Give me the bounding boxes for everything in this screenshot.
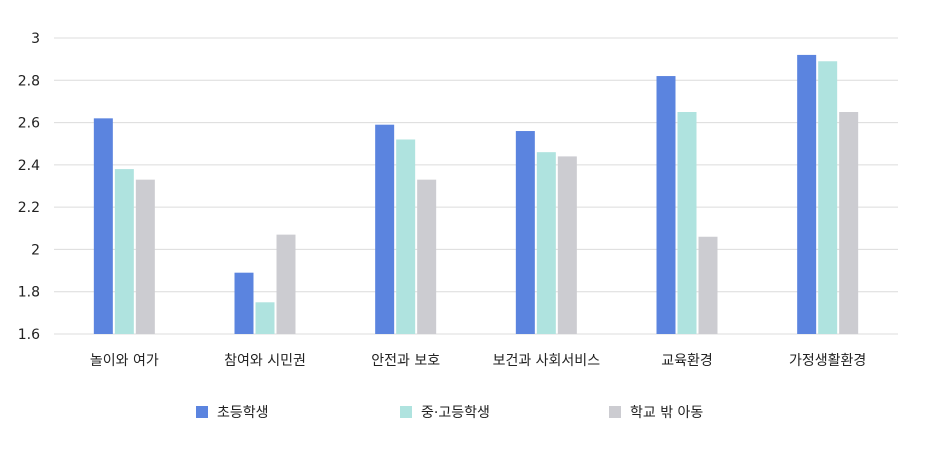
bar[interactable] bbox=[114, 169, 134, 334]
y-axis-ticks: 1.6 1.8 2 2.2 2.4 2.6 2.8 3 bbox=[18, 31, 40, 343]
bar[interactable] bbox=[276, 234, 296, 334]
legend-swatch-elementary bbox=[196, 406, 208, 418]
legend-item-out-of-school[interactable]: 학교 밖 아동 bbox=[609, 400, 703, 424]
bars bbox=[93, 54, 859, 335]
y-tick-label: 1.6 bbox=[18, 327, 40, 343]
bar[interactable] bbox=[375, 124, 395, 334]
bar[interactable] bbox=[677, 112, 697, 334]
bar[interactable] bbox=[255, 302, 275, 334]
legend-label: 초등학생 bbox=[217, 405, 269, 421]
y-tick-label: 3 bbox=[31, 31, 40, 47]
y-tick-label: 2.6 bbox=[18, 116, 40, 132]
x-tick-label: 교육환경 bbox=[661, 353, 713, 369]
x-tick-label: 놀이와 여가 bbox=[90, 353, 159, 369]
y-tick-label: 2.8 bbox=[18, 73, 40, 89]
gridlines bbox=[54, 37, 898, 335]
y-tick-label: 1.8 bbox=[18, 285, 40, 301]
legend-item-secondary[interactable]: 중·고등학생 bbox=[400, 400, 490, 424]
bar[interactable] bbox=[698, 236, 718, 334]
bar[interactable] bbox=[93, 118, 113, 334]
y-tick-label: 2.2 bbox=[18, 200, 40, 216]
x-tick-label: 참여와 시민권 bbox=[224, 353, 306, 369]
y-tick-label: 2 bbox=[31, 242, 40, 258]
x-tick-label: 가정생활환경 bbox=[789, 353, 866, 369]
bar[interactable] bbox=[515, 131, 535, 334]
x-tick-label: 안전과 보호 bbox=[371, 353, 440, 369]
bar[interactable] bbox=[536, 152, 556, 334]
bar[interactable] bbox=[417, 179, 437, 334]
x-tick-label: 보건과 사회서비스 bbox=[493, 353, 601, 369]
bar[interactable] bbox=[234, 272, 254, 334]
legend-item-elementary[interactable]: 초등학생 bbox=[196, 400, 269, 424]
bar[interactable] bbox=[839, 112, 859, 334]
bar[interactable] bbox=[557, 156, 577, 334]
x-axis-ticks: 놀이와 여가 참여와 시민권 안전과 보호 보건과 사회서비스 교육환경 가정생활환경 bbox=[90, 353, 866, 369]
bar[interactable] bbox=[656, 76, 676, 335]
legend-swatch-secondary bbox=[400, 406, 412, 418]
bar[interactable] bbox=[797, 54, 817, 335]
bar[interactable] bbox=[818, 61, 838, 334]
y-tick-label: 2.4 bbox=[18, 158, 40, 174]
bar[interactable] bbox=[135, 179, 155, 334]
bar[interactable] bbox=[396, 139, 416, 334]
legend: 초등학생 중·고등학생 학교 밖 아동 bbox=[0, 400, 940, 424]
legend-label: 중·고등학생 bbox=[421, 405, 490, 421]
legend-swatch-out-of-school bbox=[609, 406, 621, 418]
legend-label: 학교 밖 아동 bbox=[630, 405, 704, 421]
